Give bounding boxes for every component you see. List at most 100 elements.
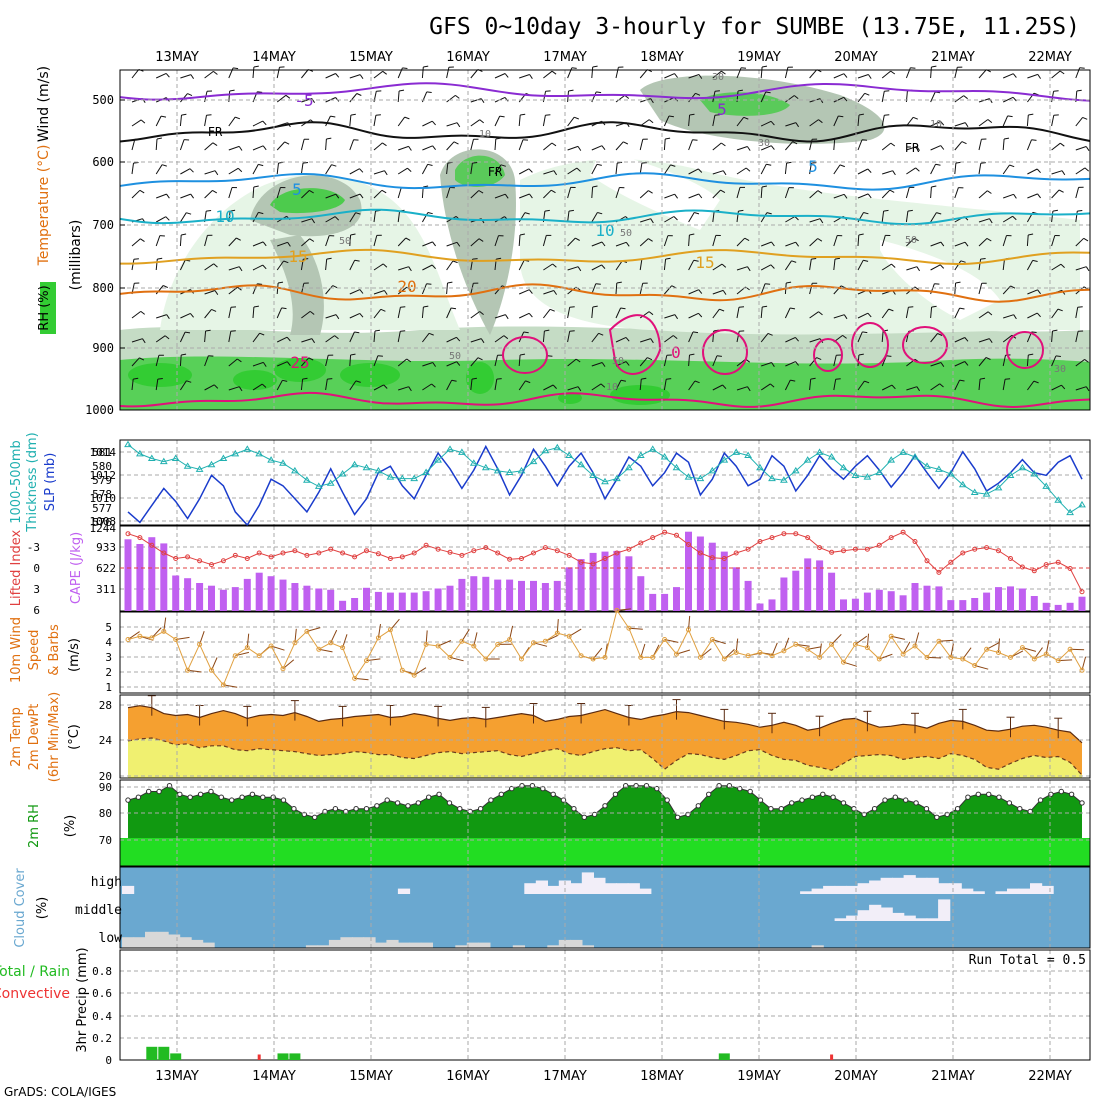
wind-barb [905, 67, 911, 79]
rh2m-marker [332, 806, 339, 812]
wind-barb-flag [964, 122, 969, 128]
wind-barb-flag [309, 238, 315, 242]
wind-barb [712, 170, 724, 175]
rh2m-marker [674, 814, 681, 820]
lifted-index-marker [232, 552, 238, 558]
temperature-axis-label: Temperature (°C) [36, 145, 52, 267]
wind-barb [518, 312, 530, 319]
rh2m-marker [353, 806, 359, 812]
wind-barb-flag [595, 283, 601, 285]
rh-moist-blob [558, 392, 582, 404]
wind-barb [930, 241, 942, 247]
wind-barb [809, 163, 812, 175]
wind-barb-flag [616, 281, 622, 284]
thickness-marker [398, 474, 407, 482]
wind-barb [881, 142, 892, 151]
thickness-marker [887, 456, 896, 463]
rh2m-marker [1079, 800, 1085, 806]
rh2m-marker [892, 794, 898, 800]
wind-barb-flag [914, 286, 920, 291]
date-label-bottom: 21MAY [931, 1069, 975, 1084]
wind-barb-flag [980, 162, 986, 164]
wind-barb [470, 283, 474, 295]
wind-barb-flag [431, 264, 436, 270]
wind-barb [784, 379, 791, 391]
wind-speed-marker [1079, 667, 1085, 673]
precip-convective-bar [257, 1054, 261, 1060]
wind-barb-flag [600, 383, 606, 388]
wind-barb [301, 69, 309, 79]
lifted-index-marker [590, 561, 596, 567]
wind-barb-flag [452, 260, 458, 264]
wind-barb [881, 330, 884, 343]
date-label-top: 22MAY [1028, 50, 1072, 65]
wind-barb-flag [811, 162, 817, 164]
wind-barb-flag [1032, 259, 1038, 262]
wind-barb-flag [980, 377, 986, 380]
wind-barb-flag [835, 378, 841, 380]
wind-barb [373, 384, 384, 391]
rh2m-marker [177, 791, 183, 797]
wind-barb-flag [716, 355, 722, 357]
wind-barb [252, 241, 264, 247]
wind-barb [301, 357, 310, 367]
cape-bar [816, 560, 824, 611]
wind-speed-marker [244, 645, 250, 651]
thickness-marker [791, 466, 800, 474]
wind-barb-flag [762, 65, 768, 68]
wind-barb-flag [524, 212, 530, 215]
wind-barb-flag [350, 113, 356, 116]
wind-barb-flag [205, 329, 211, 332]
cape-bar [625, 556, 633, 611]
wind-barb-flag [665, 257, 671, 260]
wind-barb [712, 355, 718, 367]
cloud-cover-high-bar [558, 880, 571, 894]
lifted-index-marker [614, 550, 620, 556]
wind-barb-flag [786, 161, 792, 164]
wind-barb [1002, 334, 1013, 343]
wind-barb-flag [237, 358, 242, 363]
wind-barb-flag [765, 91, 771, 94]
wind-barb [373, 211, 376, 223]
lifted-index-marker [948, 559, 954, 565]
cape-bar [184, 578, 192, 611]
wind-barb [978, 338, 990, 343]
wind-barb-flag [1060, 263, 1065, 268]
lifted-index-marker [1008, 556, 1013, 561]
wind-tick-label: 1 [105, 681, 112, 694]
wind-barb-flag [380, 308, 386, 312]
wind-barb [325, 379, 328, 391]
rh2m-marker [986, 791, 992, 797]
rh2m-marker [581, 814, 587, 820]
wind-barb [567, 167, 578, 175]
wind-barb [1051, 355, 1057, 367]
wind-barb [300, 259, 304, 271]
wind-barb [204, 71, 214, 79]
wind-barb-flag [601, 362, 606, 367]
wind-barb [494, 335, 505, 343]
rh-tick-label: 90 [99, 781, 112, 794]
wind-barb-flag [504, 193, 509, 199]
wind-barb [204, 384, 215, 391]
wind-barb [131, 139, 136, 151]
wind-barb [543, 70, 553, 79]
wind-barb-flag [698, 193, 703, 199]
rh-contour-label: 50 [339, 236, 351, 247]
wind-barb-flag [405, 237, 411, 241]
wind-barb [204, 235, 208, 247]
rh2m-marker [156, 788, 162, 795]
wind-barb-flag [402, 67, 408, 69]
wind-barb-flag [964, 337, 969, 342]
rh2m-marker [934, 814, 940, 820]
wind-barb-flag [940, 121, 945, 126]
cape-bar [899, 595, 907, 611]
wind-barb [228, 266, 240, 271]
wind-barb [1002, 259, 1005, 271]
wind-barb-flag [867, 168, 872, 173]
wind-barb [494, 314, 506, 319]
wind-barb [906, 167, 916, 175]
temp-contour-loop [902, 326, 948, 364]
wind-barb [228, 386, 240, 391]
thickness-marker [1018, 463, 1027, 471]
wind-barb-flag [161, 164, 167, 167]
